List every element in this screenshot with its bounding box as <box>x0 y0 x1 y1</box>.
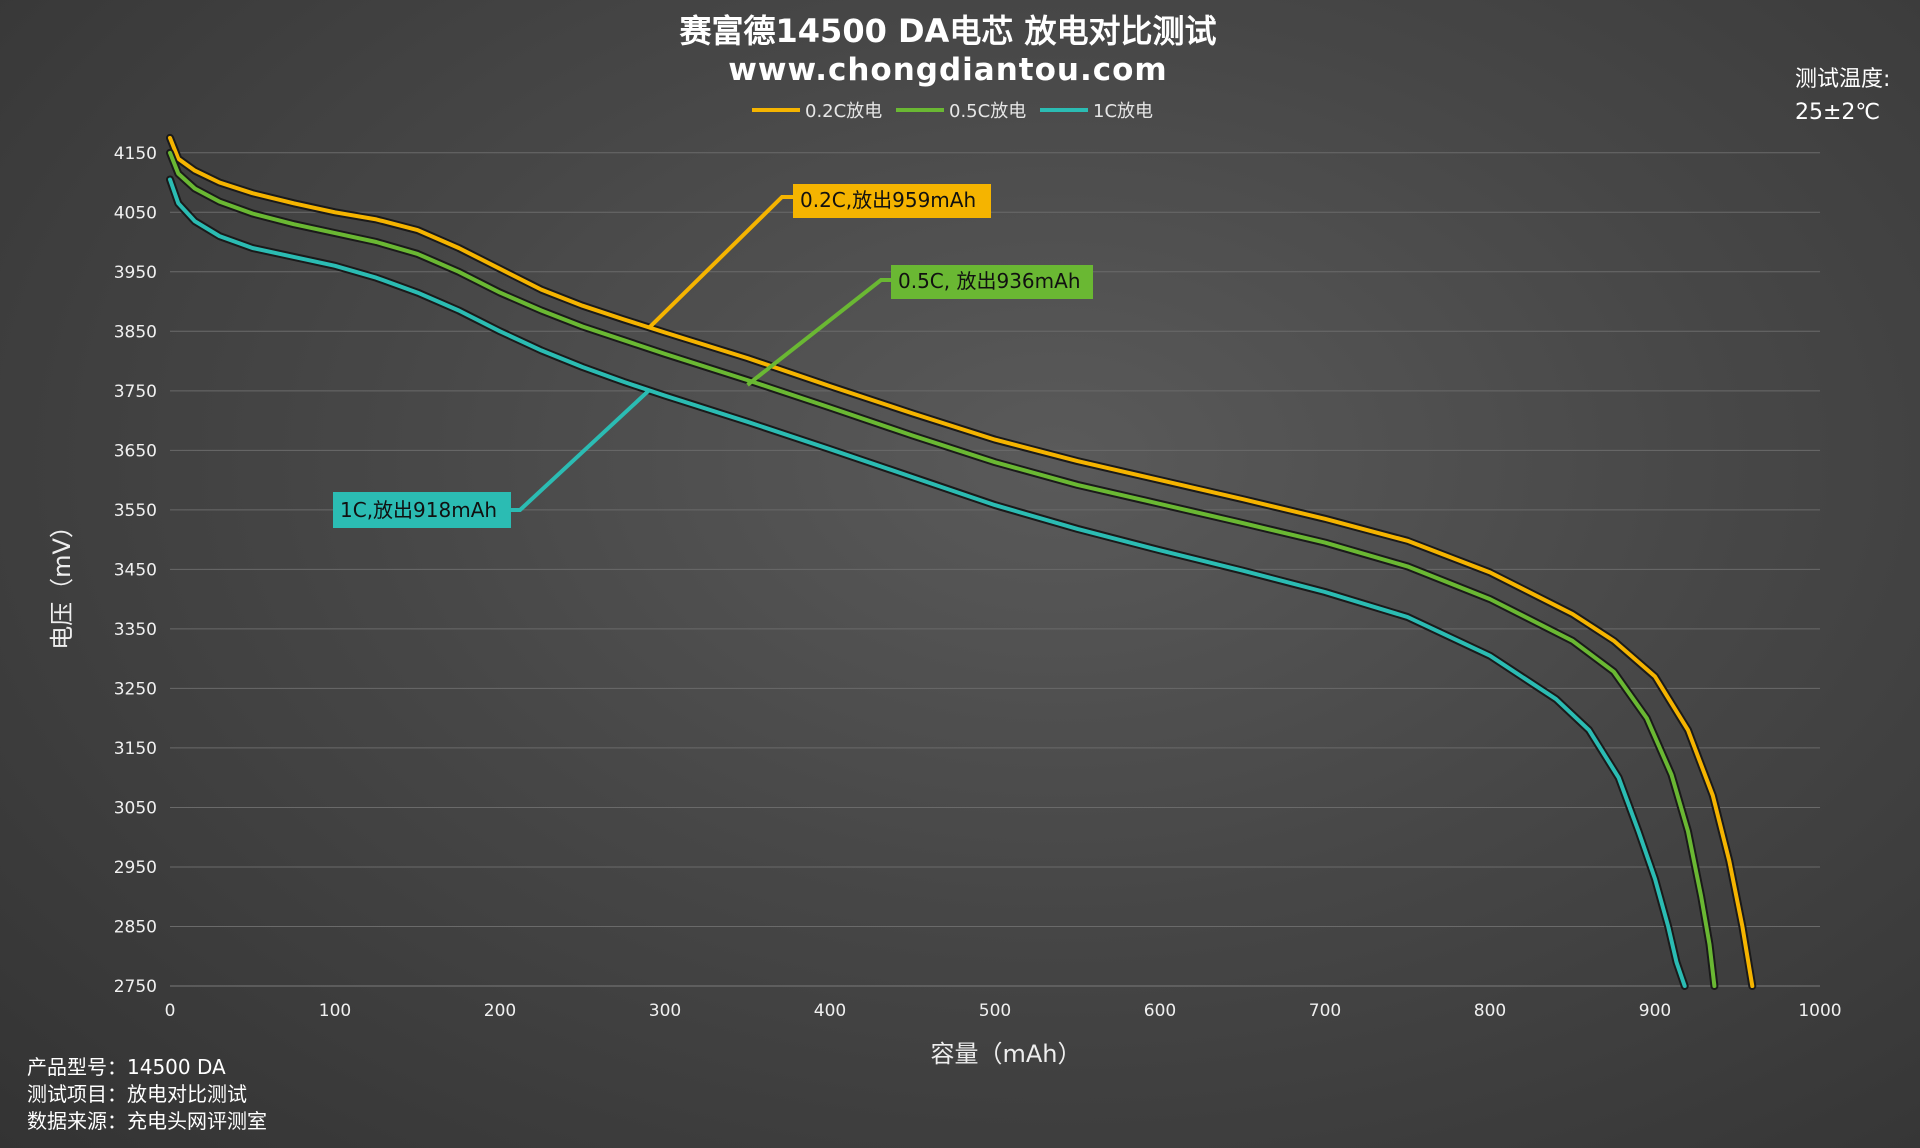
chart-title: 赛富德14500 DA电芯 放电对比测试 <box>680 12 1217 50</box>
temperature-value: 25±2℃ <box>1795 100 1880 125</box>
x-tick-label: 800 <box>1474 1001 1506 1021</box>
x-tick-label: 100 <box>319 1001 351 1021</box>
y-axis-label: 电压（mV） <box>48 514 76 650</box>
legend: 0.2C放电 0.5C放电 1C放电 <box>752 101 1153 122</box>
y-tick-label: 4050 <box>114 203 157 223</box>
y-tick-label: 3450 <box>114 560 157 580</box>
callout-leader-1 <box>746 278 891 387</box>
x-axis-label: 容量（mAh） <box>930 1040 1081 1068</box>
callout-box-2 <box>333 492 511 528</box>
y-tick-label: 2850 <box>114 917 157 937</box>
callouts: 0.2C,放出959mAh 0.5C, 放出936mAh 1C,放出918mAh <box>333 184 1093 528</box>
x-tick-label: 500 <box>979 1001 1011 1021</box>
y-axis-ticks: 2750 2850 2950 3050 3150 3250 3350 3450 3550 3650… <box>114 144 157 997</box>
callout-box-1 <box>891 265 1093 299</box>
series-line-1 <box>168 150 1717 988</box>
y-tick-label: 3750 <box>114 382 157 402</box>
temperature-label: 测试温度: <box>1795 67 1890 92</box>
x-tick-label: 400 <box>814 1001 846 1021</box>
x-axis-ticks: 0 100 200 300 400 500 600 700 800 900 1000 <box>165 1001 1842 1021</box>
y-tick-label: 3850 <box>114 322 157 342</box>
x-tick-label: 900 <box>1639 1001 1671 1021</box>
x-tick-label: 200 <box>484 1001 516 1021</box>
callout-label-1: 0.5C, 放出936mAh <box>898 269 1081 293</box>
y-tick-label: 3050 <box>114 798 157 818</box>
callout-label-2: 1C,放出918mAh <box>340 498 497 522</box>
y-tick-label: 4150 <box>114 144 157 164</box>
y-tick-label: 3150 <box>114 739 157 759</box>
series-lines <box>166 133 1757 990</box>
y-tick-label: 3950 <box>114 263 157 283</box>
series-line-0 <box>168 135 1755 988</box>
x-tick-label: 600 <box>1144 1001 1176 1021</box>
x-tick-label: 1000 <box>1798 1001 1841 1021</box>
legend-item-2: 1C放电 <box>1093 101 1153 122</box>
x-tick-label: 700 <box>1309 1001 1341 1021</box>
chart-subtitle: www.chongdiantou.com <box>728 52 1167 88</box>
callout-box-0 <box>793 184 991 218</box>
legend-item-0: 0.2C放电 <box>805 101 882 122</box>
footer-source: 数据来源：充电头网评测室 <box>27 1109 267 1133</box>
x-tick-label: 300 <box>649 1001 681 1021</box>
y-tick-label: 3350 <box>114 620 157 640</box>
y-tick-label: 3250 <box>114 679 157 699</box>
callout-label-0: 0.2C,放出959mAh <box>800 188 976 212</box>
y-tick-label: 2750 <box>114 977 157 997</box>
y-tick-label: 3650 <box>114 441 157 461</box>
y-tick-label: 2950 <box>114 858 157 878</box>
y-tick-label: 3550 <box>114 501 157 521</box>
x-tick-label: 0 <box>165 1001 176 1021</box>
footer-project: 测试项目：放电对比测试 <box>27 1082 247 1106</box>
legend-item-1: 0.5C放电 <box>949 101 1026 122</box>
series-line-2 <box>168 177 1687 988</box>
callout-leader-0 <box>647 195 793 330</box>
footer-product: 产品型号：14500 DA <box>27 1055 226 1079</box>
